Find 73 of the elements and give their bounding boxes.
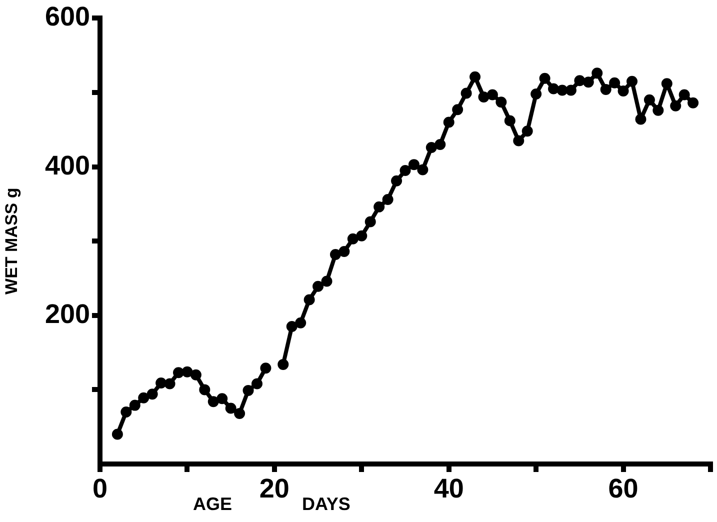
point <box>129 400 140 411</box>
point <box>347 233 358 244</box>
point <box>278 358 289 370</box>
y-axis-title: WET MASS g <box>2 188 21 294</box>
point <box>208 396 219 408</box>
point <box>120 406 132 418</box>
point <box>417 164 428 176</box>
point <box>164 378 176 390</box>
point <box>338 246 350 257</box>
point <box>635 114 646 125</box>
point <box>251 378 262 390</box>
point <box>225 402 236 414</box>
point <box>138 392 150 404</box>
point <box>548 83 560 94</box>
point <box>286 321 298 332</box>
point <box>182 366 193 378</box>
point <box>644 94 655 106</box>
point <box>609 77 620 88</box>
point <box>460 88 472 99</box>
point <box>330 248 341 260</box>
point <box>600 84 612 96</box>
point <box>112 428 123 440</box>
x-tick-label: 0 <box>92 474 108 504</box>
point <box>408 159 420 170</box>
point <box>260 362 272 374</box>
point <box>426 142 437 153</box>
point <box>582 76 594 88</box>
point <box>234 408 246 419</box>
point <box>364 216 376 228</box>
point <box>172 367 184 378</box>
x-tick-label: 40 <box>434 474 464 504</box>
point <box>556 84 568 96</box>
point <box>443 116 454 128</box>
y-tick-label: 600 <box>44 2 90 32</box>
point <box>295 317 306 328</box>
point <box>513 135 524 146</box>
point <box>321 276 332 287</box>
point <box>626 76 638 87</box>
point <box>530 88 542 100</box>
point <box>156 378 167 389</box>
y-tick-label: 400 <box>44 150 90 180</box>
point <box>618 86 629 97</box>
point <box>670 100 682 112</box>
point <box>688 97 699 108</box>
point <box>382 194 394 205</box>
y-tick-label: 200 <box>44 298 90 329</box>
point <box>216 393 228 404</box>
x-tick-label: 60 <box>608 474 638 504</box>
point <box>522 126 533 137</box>
point <box>400 165 411 176</box>
point <box>146 388 158 400</box>
point <box>652 104 664 116</box>
point <box>391 175 402 186</box>
point <box>496 96 507 108</box>
point <box>504 115 516 126</box>
point <box>678 89 690 100</box>
point <box>356 230 368 242</box>
point <box>486 89 498 100</box>
point <box>452 104 464 116</box>
point <box>312 280 324 292</box>
point <box>304 294 315 306</box>
point <box>574 75 586 86</box>
point <box>242 384 254 396</box>
point <box>199 384 210 396</box>
point <box>374 201 385 212</box>
point <box>190 369 202 380</box>
point <box>434 139 446 150</box>
point <box>470 71 481 82</box>
point <box>539 72 550 84</box>
point <box>592 68 603 79</box>
point <box>478 91 490 102</box>
point <box>661 78 672 90</box>
point <box>565 84 576 96</box>
